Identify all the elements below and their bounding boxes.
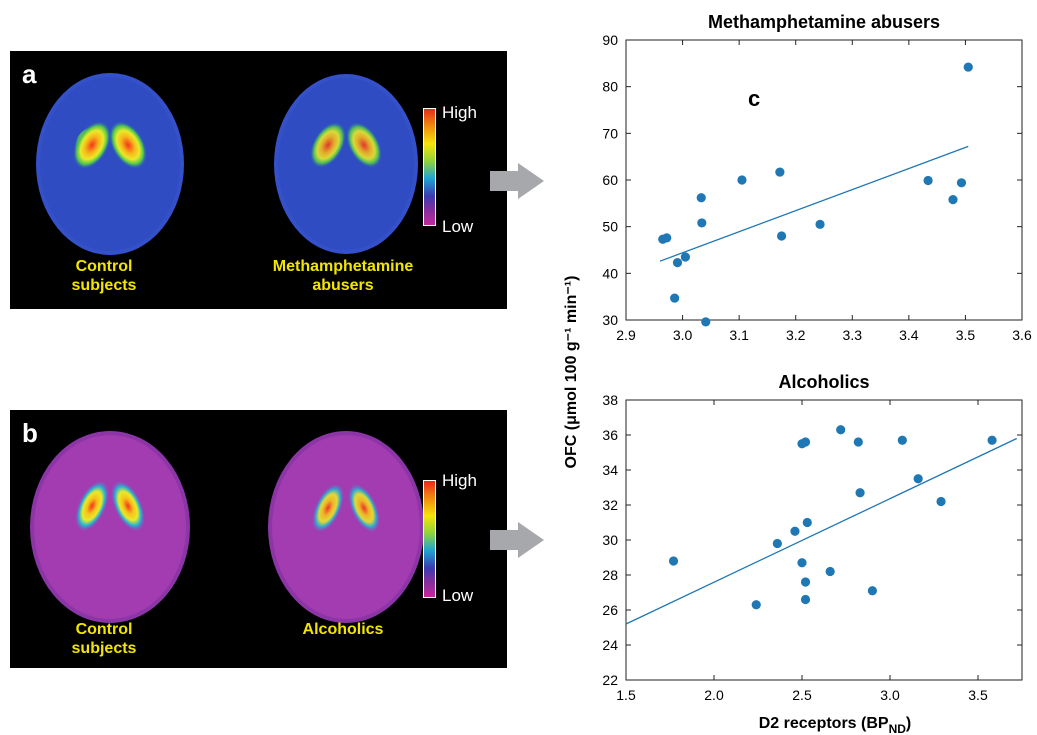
arrow-right-icon xyxy=(490,522,544,558)
y-tick-label: 50 xyxy=(602,219,618,235)
data-point xyxy=(797,558,807,568)
y-tick-label: 80 xyxy=(602,79,618,95)
data-point xyxy=(956,178,967,188)
brain-scan-images-b xyxy=(30,431,424,623)
x-tick-label: 3.0 xyxy=(673,327,693,343)
data-point xyxy=(800,437,811,447)
x-tick-label: 2.5 xyxy=(792,687,812,703)
brain-scan-panel-b: b Control subjects Alcoholics High Low xyxy=(10,410,507,668)
brain-scan-meth-a xyxy=(274,74,418,254)
data-point xyxy=(790,526,800,536)
data-point xyxy=(772,538,782,549)
scatter-chart-1: Methamphetamine abusers 2.9 3.0 3.1 3.2 3.3 3.… xyxy=(602,12,1032,343)
colorbar-b xyxy=(423,480,436,598)
x-tick-label: 3.3 xyxy=(843,327,863,343)
y-tick-label: 26 xyxy=(602,602,618,618)
y-tick-label: 22 xyxy=(602,672,618,688)
data-point xyxy=(751,600,761,610)
data-point xyxy=(776,231,787,241)
y-tick-label: 24 xyxy=(602,637,618,653)
y-tick-label: 60 xyxy=(602,172,618,188)
control-subjects-label-a: Control subjects xyxy=(71,258,137,294)
x-tick-label: 3.6 xyxy=(1012,327,1032,343)
data-point xyxy=(800,594,811,605)
x-tick-label: 3.2 xyxy=(786,327,806,343)
scale-low-label-b: Low xyxy=(442,586,474,605)
y-tick-label: 28 xyxy=(602,567,618,583)
brain-scan-control-b xyxy=(30,431,190,623)
data-point xyxy=(696,193,706,203)
data-point xyxy=(672,258,683,268)
y-tick-label: 40 xyxy=(602,265,618,281)
data-point xyxy=(668,556,679,566)
scale-low-label-a: Low xyxy=(442,217,474,236)
y-tick-label: 38 xyxy=(602,392,618,408)
y-tick-label: 30 xyxy=(602,312,618,328)
control-subjects-label-b: Control subjects xyxy=(71,621,137,657)
x-tick-label: 3.1 xyxy=(729,327,749,343)
data-point xyxy=(853,437,863,447)
y-tick-label: 36 xyxy=(602,427,618,443)
data-point xyxy=(963,62,973,72)
x-tick-label: 3.0 xyxy=(880,687,900,703)
data-point xyxy=(800,577,811,587)
x-axis-label-sub: ND xyxy=(889,722,907,735)
scale-high-label-a: High xyxy=(442,103,477,122)
data-point xyxy=(701,317,711,327)
arrow-right-icon xyxy=(490,163,544,199)
x-tick-label: 1.5 xyxy=(616,687,636,703)
data-point xyxy=(737,175,747,185)
alcoholics-label: Alcoholics xyxy=(302,621,384,638)
y-tick-label: 30 xyxy=(602,532,618,548)
data-point xyxy=(936,496,946,507)
panel-c-letter: c xyxy=(748,86,760,111)
chart-title: Alcoholics xyxy=(778,372,869,392)
meth-abusers-label: Methamphetamine abusers xyxy=(272,258,414,294)
data-point xyxy=(680,252,691,262)
chart-title: Methamphetamine abusers xyxy=(708,12,940,32)
x-tick-label: 2.9 xyxy=(616,327,636,343)
panel-a-letter: a xyxy=(22,59,37,89)
data-point xyxy=(913,474,923,484)
y-tick-label: 32 xyxy=(602,497,618,513)
colorbar-a xyxy=(423,108,436,226)
x-axis-label-end: ) xyxy=(906,715,911,732)
data-point xyxy=(923,175,933,186)
x-tick-label: 2.0 xyxy=(704,687,724,703)
x-tick-label: 3.4 xyxy=(899,327,919,343)
data-point xyxy=(855,488,865,498)
data-point xyxy=(836,425,846,435)
data-point xyxy=(987,435,997,445)
data-point xyxy=(662,233,672,243)
panel-b-letter: b xyxy=(22,418,38,448)
x-tick-label: 3.5 xyxy=(968,687,988,703)
scale-high-label-b: High xyxy=(442,471,477,490)
brain-scan-control-a xyxy=(36,73,184,255)
y-axis-label: OFC (μmol 100 g⁻¹ min⁻¹) xyxy=(563,276,580,469)
regression-line xyxy=(625,437,1017,625)
data-point xyxy=(775,167,785,177)
data-point xyxy=(897,435,907,445)
y-tick-label: 90 xyxy=(602,32,618,48)
y-tick-label: 34 xyxy=(602,462,618,478)
plot-frame xyxy=(625,399,1023,681)
brain-scan-images-a xyxy=(36,73,418,255)
x-axis-label-main: D2 receptors (BP xyxy=(759,715,889,732)
brain-scan-panel-a: a Control subjects Methamphetamine abuse… xyxy=(10,51,507,309)
scatter-chart-2: Alcoholics 1.5 2.0 2.5 3.0 3.5 22 24 26 28 30 32 34 3… xyxy=(602,372,1023,703)
regression-line xyxy=(659,145,969,262)
brain-scan-alcoholics-b xyxy=(268,431,424,623)
data-point xyxy=(948,195,958,205)
x-tick-label: 3.5 xyxy=(956,327,976,343)
data-point xyxy=(697,218,707,228)
data-point xyxy=(802,517,812,528)
y-tick-label: 70 xyxy=(602,125,618,141)
data-point xyxy=(867,586,878,596)
x-axis-label: D2 receptors (BPND) xyxy=(759,715,912,735)
data-point xyxy=(670,293,680,303)
data-point xyxy=(815,219,825,229)
data-point xyxy=(825,566,835,577)
